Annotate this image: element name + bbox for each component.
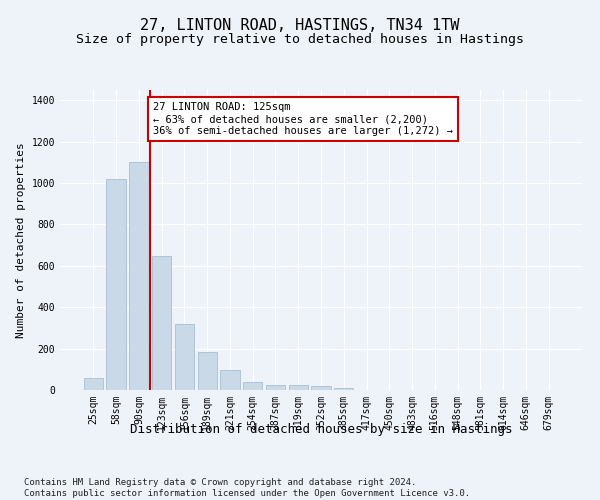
Bar [311, 386, 331, 390]
Bar [152, 256, 172, 390]
Text: Contains HM Land Registry data © Crown copyright and database right 2024.
Contai: Contains HM Land Registry data © Crown c… [24, 478, 470, 498]
Bar [106, 179, 126, 390]
Bar [266, 385, 285, 390]
Text: 27, LINTON ROAD, HASTINGS, TN34 1TW: 27, LINTON ROAD, HASTINGS, TN34 1TW [140, 18, 460, 32]
Bar [84, 378, 103, 390]
Y-axis label: Number of detached properties: Number of detached properties [16, 142, 26, 338]
Bar [289, 386, 308, 390]
Text: Size of property relative to detached houses in Hastings: Size of property relative to detached ho… [76, 32, 524, 46]
Text: Distribution of detached houses by size in Hastings: Distribution of detached houses by size … [130, 422, 512, 436]
Bar [197, 352, 217, 390]
Text: 27 LINTON ROAD: 125sqm
← 63% of detached houses are smaller (2,200)
36% of semi-: 27 LINTON ROAD: 125sqm ← 63% of detached… [153, 102, 453, 136]
Bar [129, 162, 149, 390]
Bar [243, 382, 262, 390]
Bar [220, 370, 239, 390]
Bar [334, 388, 353, 390]
Bar [175, 324, 194, 390]
